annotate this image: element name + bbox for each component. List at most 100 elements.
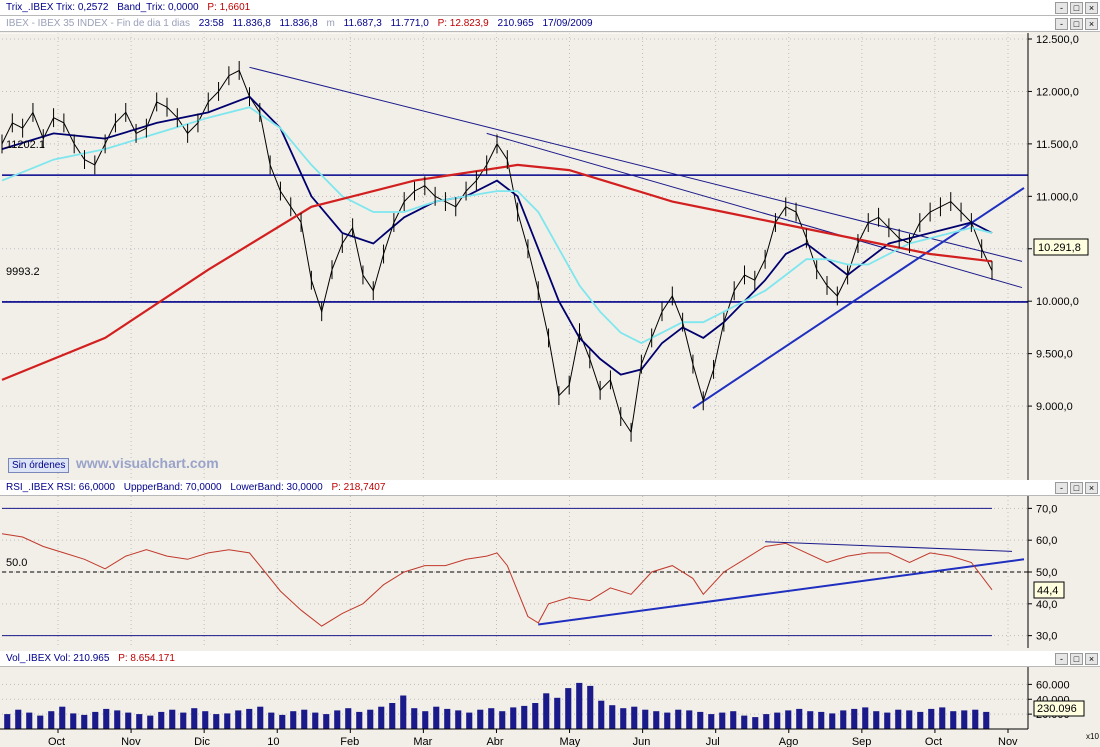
vol-bar <box>708 714 715 729</box>
vol-bar <box>257 706 264 729</box>
vol-bar <box>961 710 968 729</box>
rsi-last-value: 44,4 <box>1037 585 1058 597</box>
vol-bar <box>444 708 451 729</box>
vol-bar <box>818 711 825 729</box>
price-tick-label: 12.000,0 <box>1036 86 1079 98</box>
vol-bar <box>4 714 11 729</box>
vol-bar <box>312 712 319 729</box>
price-trendline-support <box>692 187 1025 410</box>
vol-bar <box>697 711 704 729</box>
vol-bar <box>136 714 143 729</box>
rsi-close-button[interactable]: × <box>1085 482 1098 494</box>
vol-bar <box>609 705 616 729</box>
rsi-series-group <box>1 533 993 627</box>
vol-bar <box>653 711 660 729</box>
vol-bar <box>862 707 869 729</box>
vol-minimize-button[interactable]: - <box>1055 653 1068 665</box>
price-header: Trix_.IBEX Trix: 0,2572 Band_Trix: 0,000… <box>0 0 1100 16</box>
vol-bar <box>268 712 275 729</box>
sub-close-button[interactable]: × <box>1085 18 1098 30</box>
vol-bar <box>37 715 44 729</box>
vol-bar <box>675 709 682 729</box>
vol-bar <box>741 715 748 729</box>
month-label: Nov <box>998 736 1018 747</box>
month-label: 10 <box>267 736 279 747</box>
price-series-line <box>1 95 993 376</box>
vol-multiplier: x10 <box>1086 732 1099 741</box>
vol-bar <box>70 713 77 729</box>
close-button[interactable]: × <box>1085 2 1098 14</box>
minimize-button[interactable]: - <box>1055 2 1068 14</box>
rsi-minimize-button[interactable]: - <box>1055 482 1068 494</box>
rsi-header-item-1: RSI_.IBEX RSI: 66,0000 <box>6 482 115 493</box>
vol-bar <box>92 711 99 729</box>
price-sub-p: P: 12.823,9 <box>437 18 489 29</box>
vol-bar <box>752 717 759 729</box>
rsi-tick-label: 60,0 <box>1036 535 1057 547</box>
sin-ordenes-button[interactable]: Sin órdenes <box>8 458 70 473</box>
vol-bar <box>631 706 638 729</box>
rsi-maximize-button[interactable]: □ <box>1070 482 1083 494</box>
rsi-header-item-2: UppperBand: 70,0000 <box>123 482 222 493</box>
vol-bar <box>510 707 517 729</box>
vol-bar <box>873 711 880 729</box>
vol-window-buttons: - □ × <box>1053 652 1098 666</box>
vol-close-button[interactable]: × <box>1085 653 1098 665</box>
vol-bar <box>895 709 902 729</box>
vol-bar <box>356 711 363 729</box>
vol-bar <box>224 713 231 729</box>
price-trendline-mid <box>486 132 1023 289</box>
price-sub-window-buttons: - □ × <box>1053 17 1098 31</box>
month-axis: Oct Nov Dic 10 Feb Mar Abr May Jun Jul Ago Sep Oct No… <box>0 728 1028 747</box>
vol-bar <box>664 712 671 729</box>
vol-bar <box>180 712 187 729</box>
vol-bar <box>455 710 462 729</box>
vol-last-value-box <box>1033 700 1085 717</box>
rsi-tick-label: 30,0 <box>1036 631 1057 643</box>
month-label: Jul <box>706 736 720 747</box>
price-last-value: 10.291,8 <box>1038 242 1081 254</box>
rsi-header-item-3: LowerBand: 30,0000 <box>230 482 323 493</box>
price-sub-time: 23:58 <box>198 18 224 29</box>
vol-header: Vol_.IBEX Vol: 210.965 P: 8.654.171 - □ × <box>0 651 1100 667</box>
price-chart[interactable]: 12.500,012.000,011.500,011.000,010.500,0… <box>0 33 1100 480</box>
rsi-chart[interactable]: 70,0 60,0 50,0 40,0 30,0 50.0 44,4 <box>0 496 1100 648</box>
vol-bar <box>279 714 286 729</box>
price-sub-high: 11.836,8 <box>279 18 318 29</box>
vol-bar <box>301 709 308 729</box>
month-label: Ago <box>779 736 799 747</box>
vol-bar <box>543 693 550 729</box>
rsi-tick-label: 50,0 <box>1036 567 1057 579</box>
sub-minimize-button[interactable]: - <box>1055 18 1068 30</box>
month-label: Oct <box>925 736 942 747</box>
month-label: Nov <box>121 736 141 747</box>
vol-header-item-2: P: 8.654.171 <box>118 653 175 664</box>
vol-header-item-1: Vol_.IBEX Vol: 210.965 <box>6 653 110 664</box>
month-label: Mar <box>413 736 432 747</box>
vol-bar <box>59 706 66 729</box>
vol-bar <box>114 710 121 729</box>
vol-bar <box>554 697 561 729</box>
rsi-trendline-resistance <box>765 541 1013 552</box>
rsi-band-lines <box>2 507 1028 637</box>
price-sub-open: 11.836,8 <box>232 18 271 29</box>
vol-bar <box>840 710 847 729</box>
sub-maximize-button[interactable]: □ <box>1070 18 1083 30</box>
vol-bar <box>389 703 396 729</box>
month-label: Dic <box>194 736 210 747</box>
vol-bar <box>400 695 407 729</box>
month-label: Oct <box>48 736 65 747</box>
month-label: Sep <box>852 736 872 747</box>
vol-bar <box>565 688 572 729</box>
vol-bar <box>334 710 341 729</box>
maximize-button[interactable]: □ <box>1070 2 1083 14</box>
vol-maximize-button[interactable]: □ <box>1070 653 1083 665</box>
vol-bar <box>972 709 979 729</box>
month-label: Feb <box>340 736 359 747</box>
price-sub-instrument: IBEX - IBEX 35 INDEX - Fin de dia 1 dias <box>6 18 190 29</box>
price-series-group <box>1 61 993 442</box>
rsi-tick-label: 40,0 <box>1036 599 1057 611</box>
vol-bar <box>950 711 957 729</box>
vol-bar <box>202 711 209 729</box>
